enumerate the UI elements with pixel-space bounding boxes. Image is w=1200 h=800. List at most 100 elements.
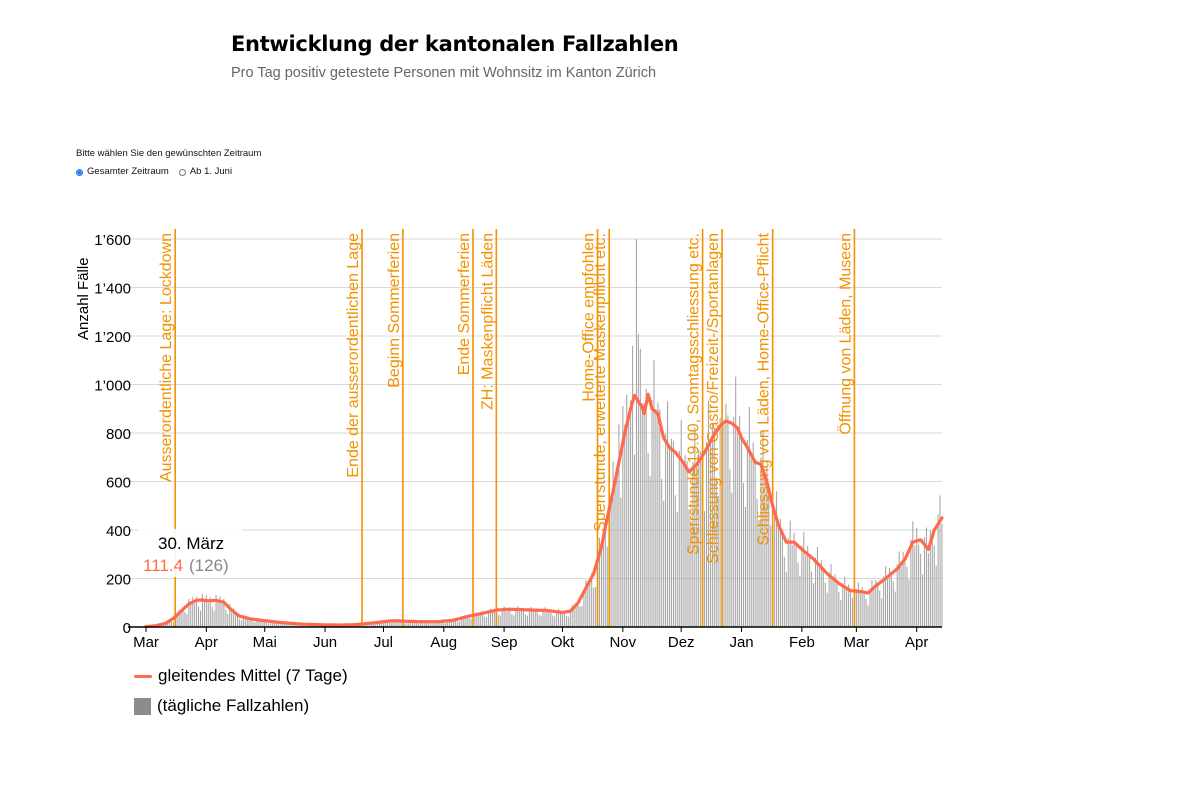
daily-bar	[445, 622, 447, 627]
x-tick-label: Apr	[905, 634, 928, 651]
x-tick-label: Mar	[133, 634, 159, 651]
daily-bar	[789, 520, 791, 627]
daily-bar	[585, 580, 587, 627]
daily-bar	[225, 609, 227, 627]
daily-bar	[886, 579, 889, 627]
daily-bar	[565, 615, 567, 627]
event-label: Ausserordentliche Lage: Lockdown	[158, 233, 175, 482]
legend-item-line[interactable]: gleitendes Mittel (7 Tage)	[134, 661, 348, 691]
daily-bar	[742, 483, 745, 627]
daily-bar	[421, 620, 423, 627]
daily-bar	[614, 477, 616, 627]
daily-bar	[307, 624, 309, 627]
event-label: Sperrstunde, erweiterte Maskenpflicht et…	[592, 233, 609, 532]
daily-bar	[386, 620, 388, 627]
daily-bar	[248, 619, 250, 627]
daily-bar	[400, 620, 402, 627]
daily-bar	[904, 562, 906, 627]
daily-bar	[540, 615, 542, 627]
daily-bar	[254, 622, 256, 627]
radio-gesamter-zeitraum[interactable]: Gesamter Zeitraum	[76, 166, 169, 178]
legend-item-bars[interactable]: (tägliche Fallzahlen)	[134, 691, 348, 721]
radio-button-selected[interactable]	[76, 168, 83, 176]
daily-bar	[575, 604, 577, 627]
daily-bar	[246, 616, 248, 627]
daily-bar	[643, 403, 645, 627]
daily-bar	[715, 477, 717, 627]
daily-bar	[630, 400, 632, 627]
daily-bar	[223, 598, 225, 627]
x-tick-label: Feb	[789, 634, 815, 651]
daily-bar	[209, 597, 211, 627]
event-markers: Ausserordentliche Lage: Lockdown Ende der…	[158, 229, 856, 627]
daily-bar	[289, 623, 291, 627]
daily-bar	[678, 450, 680, 627]
daily-bar	[515, 608, 517, 627]
daily-bar	[178, 610, 180, 627]
daily-bar	[478, 612, 480, 627]
event-label: Sperrstunde 19.00, Sonntagsschliessung e…	[686, 233, 703, 555]
daily-bar	[653, 360, 655, 627]
daily-bar	[694, 427, 696, 627]
daily-bar	[579, 606, 581, 627]
daily-bar	[429, 623, 431, 627]
daily-bar	[777, 528, 780, 627]
radio-ab-1-juni[interactable]: Ab 1. Juni	[178, 166, 232, 178]
x-tick-label: Dez	[668, 634, 695, 651]
daily-bar	[487, 610, 490, 627]
daily-bar	[554, 616, 556, 627]
daily-bar	[641, 403, 643, 627]
daily-bar	[308, 625, 311, 627]
daily-bar	[201, 594, 203, 627]
daily-bar	[739, 415, 741, 627]
daily-bar	[768, 487, 770, 627]
radio-button[interactable]	[178, 168, 186, 176]
daily-bar	[760, 457, 762, 627]
daily-bar	[692, 462, 694, 627]
daily-bar	[705, 441, 708, 627]
daily-bar	[486, 617, 488, 627]
daily-bar	[392, 620, 394, 627]
daily-bar	[464, 616, 466, 627]
daily-bar	[937, 514, 939, 627]
daily-bar	[404, 623, 406, 627]
event-label: Beginn Sommerferien	[386, 233, 403, 388]
daily-bar	[896, 564, 898, 627]
daily-bar	[826, 592, 828, 627]
daily-bar	[682, 462, 684, 627]
daily-bar	[670, 438, 673, 627]
daily-bar	[581, 605, 583, 627]
daily-bar	[844, 576, 846, 627]
event-label: Schliessung von Gastro/Freizeit-/Sportan…	[705, 233, 722, 564]
daily-bar	[665, 433, 667, 627]
daily-bar	[686, 460, 688, 627]
tooltip-average-value: 111.4	[143, 556, 183, 575]
daily-bar	[503, 606, 505, 627]
hover-tooltip: 30. März 111.4 (126)	[138, 529, 242, 577]
daily-bar	[647, 453, 649, 627]
daily-bar	[645, 389, 647, 627]
daily-bar	[892, 581, 894, 627]
daily-bar	[672, 441, 674, 627]
daily-bar	[231, 609, 233, 627]
daily-bar	[811, 571, 813, 627]
daily-bar	[908, 579, 910, 627]
daily-bar	[458, 621, 460, 627]
daily-bar	[470, 618, 472, 627]
daily-bar	[168, 620, 170, 627]
daily-bar	[922, 574, 924, 627]
daily-bar	[275, 622, 277, 627]
daily-bar	[271, 621, 274, 627]
daily-bar	[709, 442, 711, 627]
daily-bar	[927, 553, 929, 627]
daily-bar	[931, 541, 933, 627]
daily-bar	[610, 494, 612, 627]
daily-bar	[410, 620, 412, 627]
daily-bar	[538, 614, 540, 627]
daily-bar	[877, 585, 879, 627]
daily-bar	[684, 455, 686, 627]
daily-bar	[573, 606, 575, 627]
daily-bar	[194, 603, 196, 627]
daily-bar	[598, 537, 601, 627]
daily-bar	[918, 544, 920, 627]
